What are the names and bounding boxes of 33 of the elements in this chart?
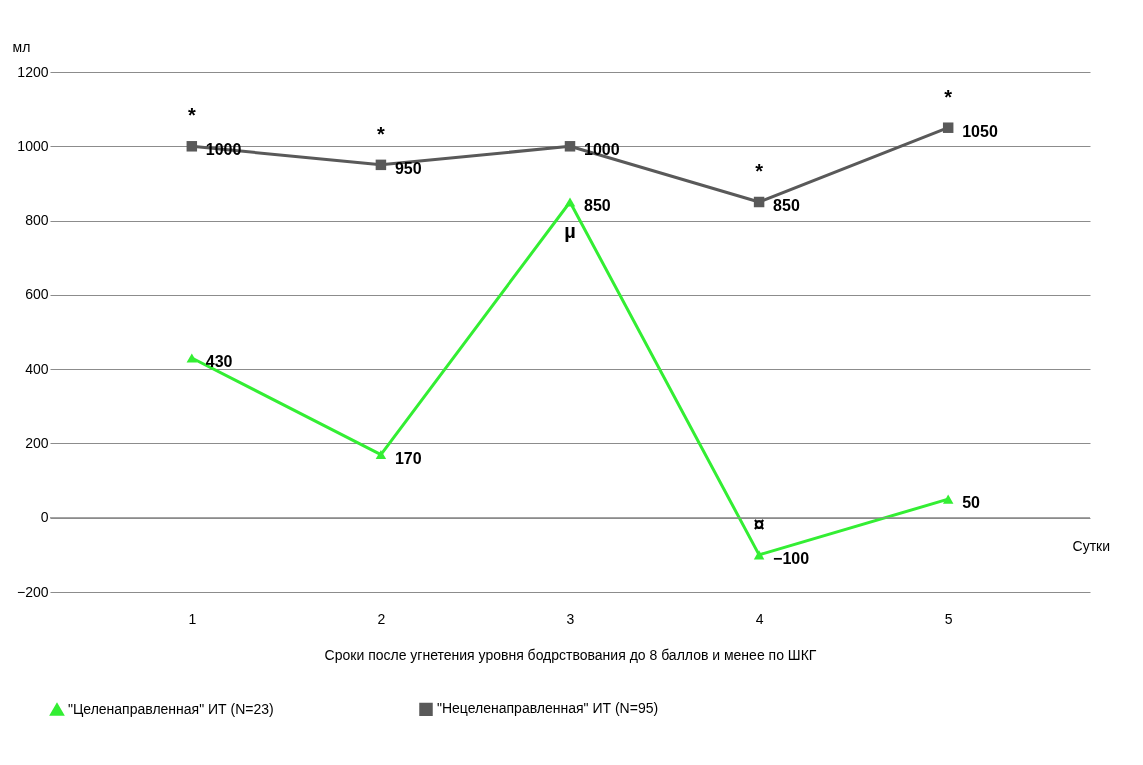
y-tick-label: 800 — [25, 212, 49, 229]
data-label: 1000 — [584, 141, 620, 159]
annotation: * — [377, 122, 386, 145]
legend-label: "Целенаправленная" ИТ (N=23) — [68, 700, 274, 717]
y-axis-title: мл — [12, 38, 31, 55]
annotation: * — [944, 85, 953, 108]
legend-label: "Нецеленаправленная" ИТ (N=95) — [437, 700, 659, 717]
y-tick-label: 1200 — [17, 63, 49, 80]
y-tick-label: 600 — [25, 286, 49, 303]
y-tick-label: 0 — [40, 509, 49, 526]
annotation: * — [755, 160, 764, 182]
annotation: Сутки — [1072, 537, 1110, 554]
data-label: 850 — [773, 197, 800, 214]
x-tick-label: 4 — [755, 610, 764, 627]
annotation: ¤ — [753, 512, 765, 535]
data-label: 50 — [962, 494, 981, 512]
y-tick-label: −200 — [16, 583, 49, 600]
x-tick-label: 5 — [944, 610, 953, 627]
x-axis-title: Сроки после угнетения уровня бодрствования до 8 баллов и менее по ШКГ — [324, 646, 817, 663]
data-label: 1050 — [962, 122, 998, 140]
data-label: 950 — [394, 159, 422, 177]
y-tick-label: 1000 — [17, 137, 49, 154]
y-tick-label: 200 — [25, 434, 49, 451]
data-label: 850 — [584, 197, 611, 214]
data-label: −100 — [773, 549, 810, 567]
data-label: 170 — [394, 449, 422, 467]
annotation: µ — [564, 220, 576, 242]
x-tick-label: 1 — [188, 610, 197, 627]
y-tick-label: 400 — [25, 360, 49, 377]
annotation: * — [187, 104, 196, 127]
x-tick-label: 2 — [377, 610, 386, 627]
data-label: 430 — [205, 353, 233, 370]
x-tick-label: 3 — [566, 610, 575, 627]
